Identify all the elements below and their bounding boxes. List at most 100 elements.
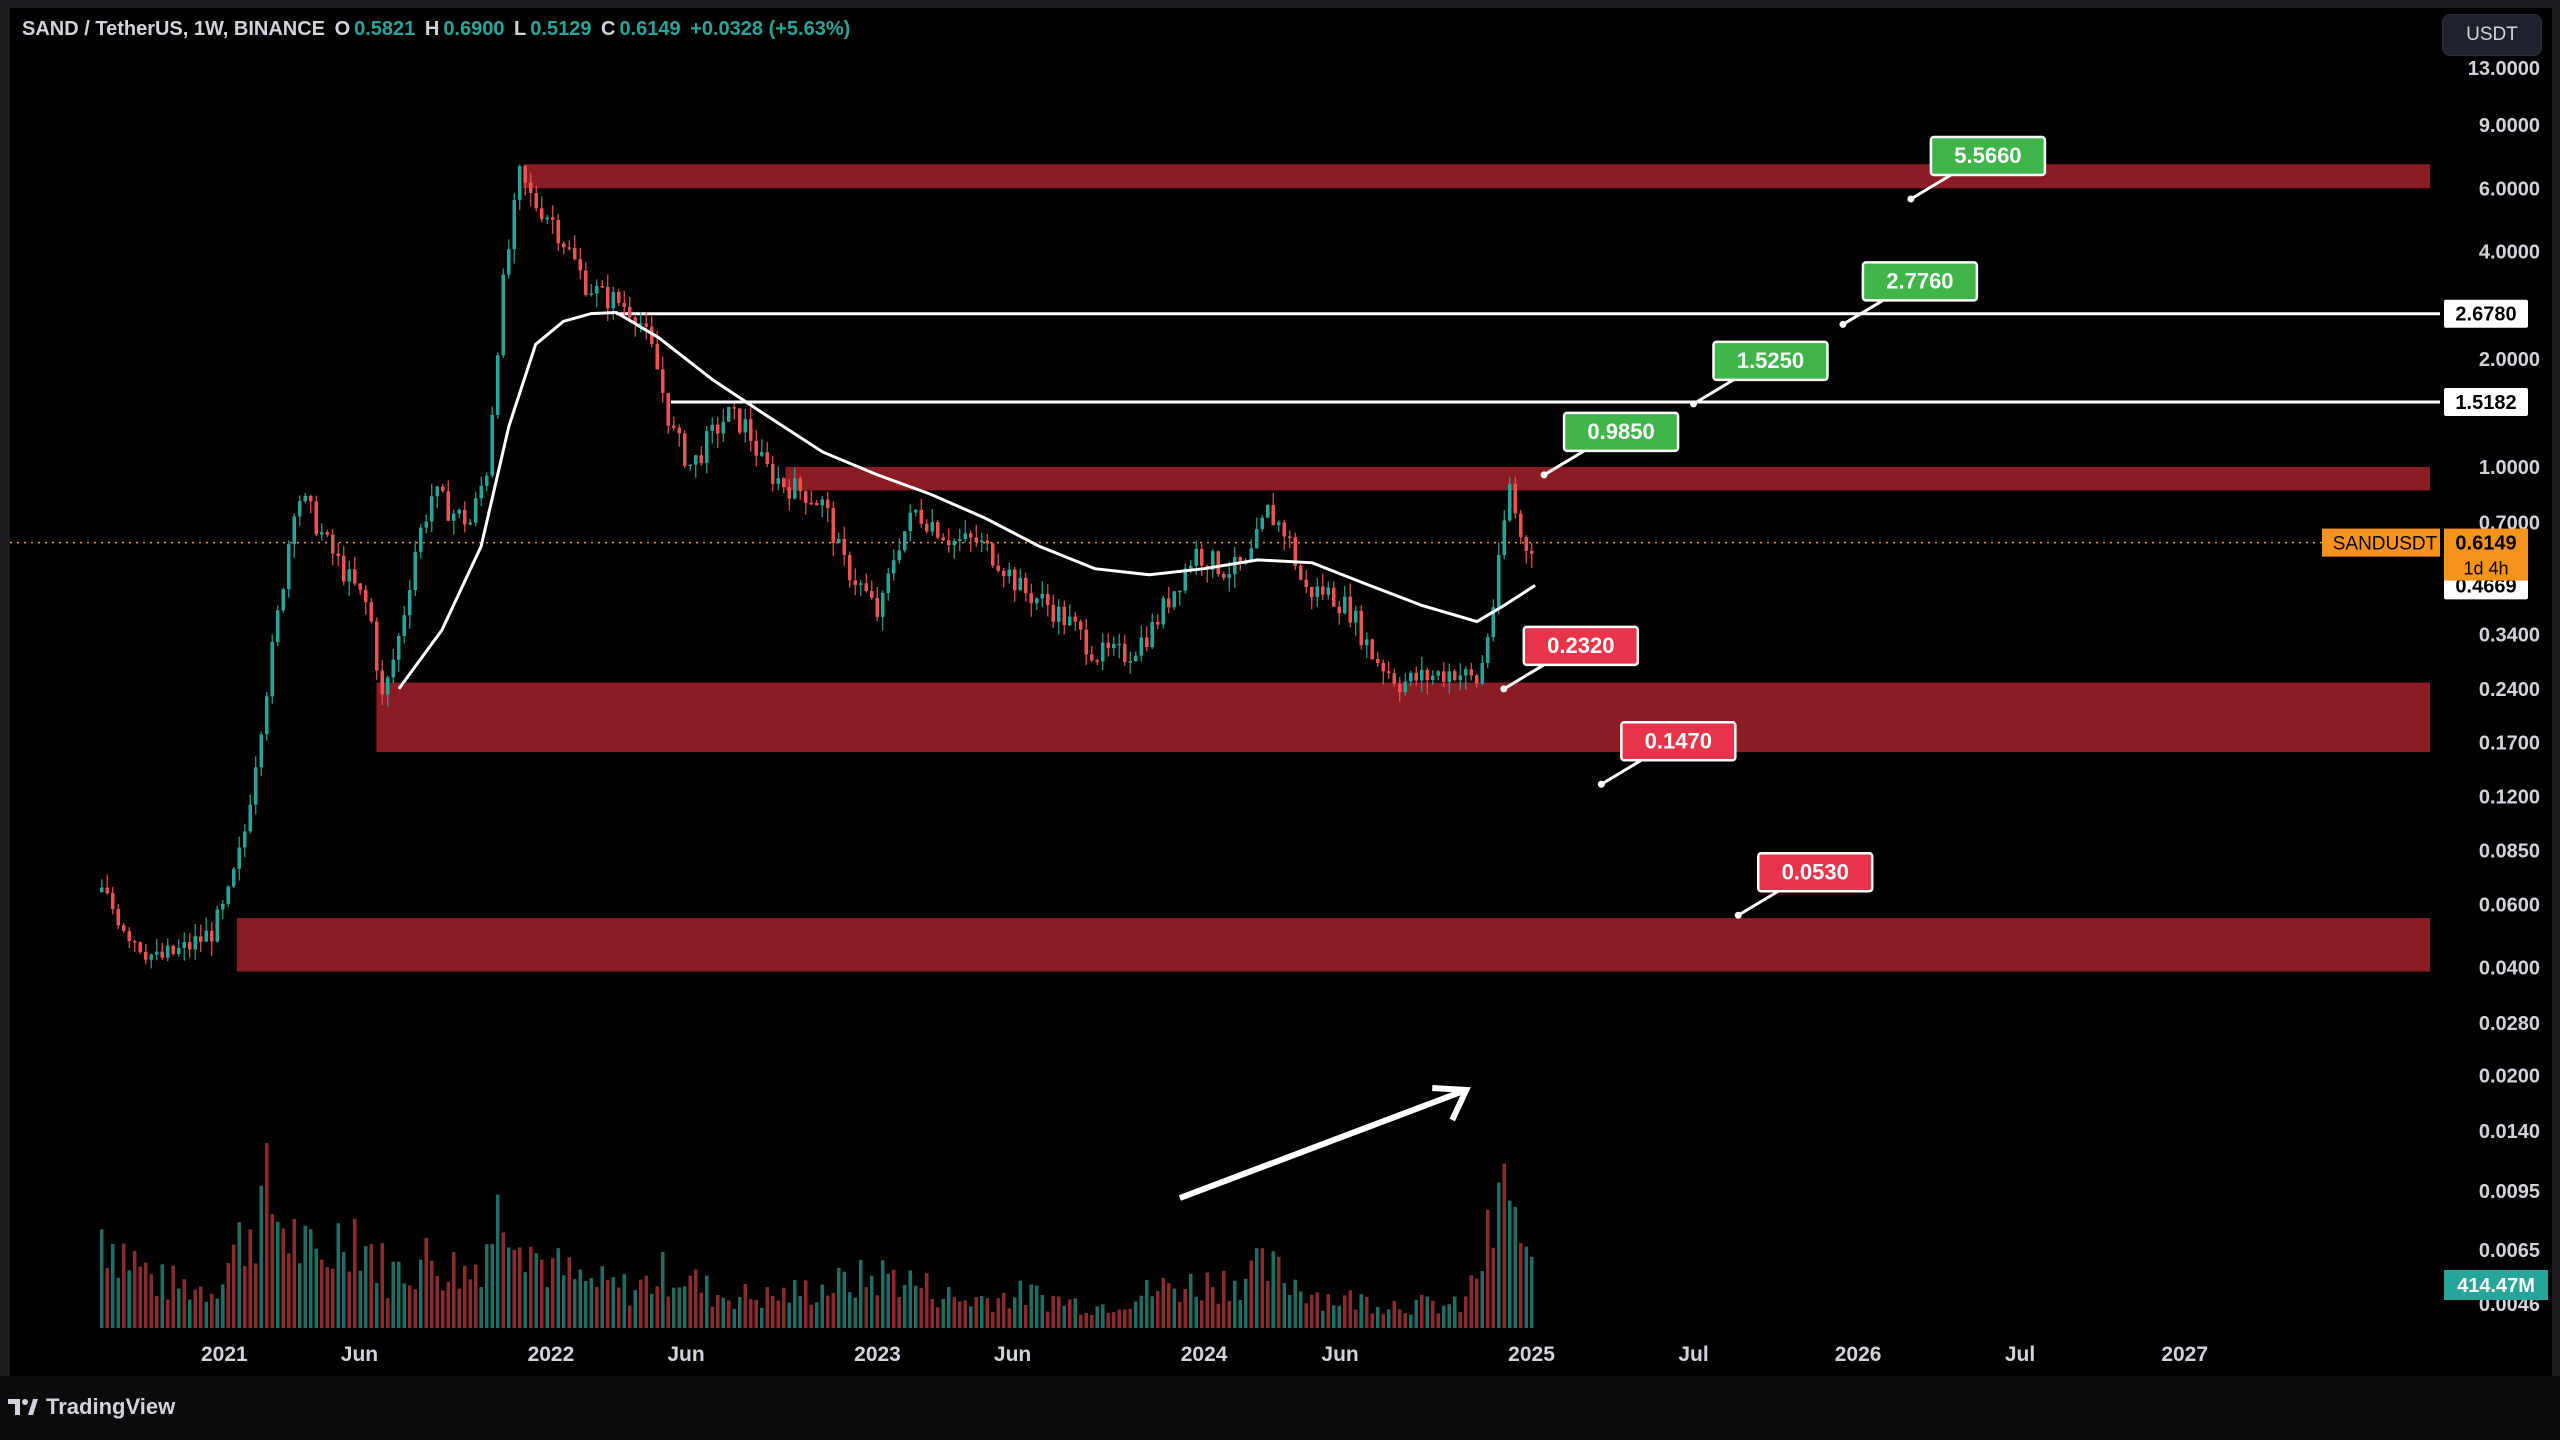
- volume-bar: [1112, 1312, 1116, 1328]
- candle-body: [1277, 522, 1281, 526]
- candle-body: [1194, 548, 1198, 566]
- volume-bar: [380, 1243, 384, 1328]
- candle-body: [655, 344, 659, 370]
- candle-body: [1079, 621, 1083, 630]
- volume-bar: [864, 1287, 868, 1328]
- candle-body: [864, 583, 868, 591]
- volume-bar: [776, 1300, 780, 1328]
- volume-bar: [1354, 1309, 1358, 1328]
- volume-bar: [1266, 1280, 1270, 1328]
- candle-body: [325, 532, 329, 535]
- candle-body: [1354, 610, 1358, 623]
- candle-body: [1365, 639, 1369, 646]
- candle-body: [1442, 671, 1446, 682]
- last-price-tag-bg: [2444, 528, 2528, 581]
- volume-bar: [622, 1274, 626, 1328]
- candle-body: [144, 952, 148, 960]
- volume-bar: [1403, 1313, 1407, 1328]
- y-tick-label: 1.0000: [2479, 457, 2540, 479]
- volume-bar: [358, 1270, 362, 1328]
- volume-bar: [1392, 1300, 1396, 1328]
- volume-bar: [809, 1304, 813, 1328]
- candle-body: [600, 286, 604, 288]
- volume-bar: [386, 1298, 390, 1328]
- up-target-anchor: [1689, 400, 1697, 408]
- volume-bar: [1321, 1310, 1325, 1328]
- candle-body: [1073, 616, 1077, 622]
- volume-bar: [985, 1298, 989, 1328]
- candle-body: [1172, 591, 1176, 608]
- volume-bar: [281, 1228, 285, 1328]
- candle-body: [166, 945, 170, 958]
- up-target-2: 1.5250: [1689, 340, 1829, 408]
- volume-tag: 414.47M: [2457, 1275, 2535, 1297]
- candle-body: [182, 942, 186, 948]
- volume-bar: [446, 1282, 450, 1328]
- down-target-box: [1756, 852, 1874, 893]
- currency-button[interactable]: USDT: [2442, 14, 2542, 56]
- down-target-box: [1620, 721, 1737, 762]
- price-scale[interactable]: 13.0000 9.0000 6.0000 4.0000 2.0000 1.0000 0.7…: [2440, 8, 2552, 1376]
- volume-bar: [1513, 1206, 1517, 1328]
- up-target-3: 0.9850: [1540, 411, 1680, 479]
- down-target-anchor: [1500, 685, 1508, 693]
- resistance-price-tag-0-bg: [2444, 299, 2528, 328]
- candle-body: [1266, 505, 1270, 518]
- candle-body: [1271, 505, 1275, 526]
- volume-bar: [144, 1262, 148, 1328]
- candle-body: [1425, 670, 1429, 680]
- volume-bar: [1425, 1296, 1429, 1328]
- candle-body: [375, 621, 379, 671]
- volume-bar: [1029, 1284, 1033, 1328]
- candle-body: [732, 407, 736, 409]
- chart-area[interactable]: 5.5660 2.7760 1.5250 0.9850 0.2320 0.1470 0.05…: [10, 8, 2450, 1376]
- high-label: H: [424, 18, 440, 40]
- volume-bar: [1062, 1306, 1066, 1328]
- y-tick-label: 0.0400: [2479, 958, 2540, 980]
- volume-bar: [1497, 1182, 1501, 1328]
- up-target-pointer: [1692, 378, 1735, 406]
- volume-bar: [276, 1221, 280, 1328]
- candle-body: [595, 286, 599, 294]
- candle-body: [837, 539, 841, 544]
- last-price-tag: 0.6149: [2455, 533, 2516, 555]
- candle-body: [243, 831, 247, 848]
- volume-bar: [941, 1299, 945, 1328]
- candle-body: [1431, 675, 1435, 680]
- candle-body: [171, 945, 175, 954]
- volume-bar: [1260, 1248, 1264, 1328]
- candle-body: [1112, 643, 1116, 649]
- candle-body: [727, 407, 731, 422]
- volume-bar: [122, 1243, 126, 1328]
- candle-body: [1216, 551, 1220, 574]
- volume-bar: [237, 1222, 241, 1328]
- volume-bar: [1128, 1308, 1132, 1328]
- tradingview-logo[interactable]: TradingView: [8, 1394, 175, 1420]
- candle-body: [446, 491, 450, 521]
- candle-body: [710, 424, 714, 432]
- volume-bar: [1123, 1309, 1127, 1328]
- up-target-pointer: [1543, 449, 1585, 477]
- volume-bar: [105, 1267, 109, 1328]
- down-target-box: [1522, 625, 1640, 667]
- volume-tag-bg: [2444, 1270, 2548, 1300]
- candle-body: [133, 941, 137, 943]
- down-target-0: 0.2320: [1500, 625, 1640, 693]
- volume-bar: [232, 1244, 236, 1328]
- candle-body: [358, 583, 362, 590]
- volume-bar: [116, 1277, 120, 1328]
- volume-bar: [694, 1269, 698, 1328]
- tradingview-icon: [8, 1399, 38, 1415]
- candle-body: [248, 804, 252, 832]
- volume-bar: [727, 1300, 731, 1328]
- candle-body: [512, 199, 516, 250]
- volume-bar: [248, 1229, 252, 1328]
- candle-body: [210, 930, 214, 942]
- volume-bar: [1233, 1280, 1237, 1328]
- candle-body: [331, 534, 335, 554]
- volume-bar: [320, 1259, 324, 1328]
- price-chart[interactable]: 5.5660 2.7760 1.5250 0.9850 0.2320 0.1470 0.05…: [10, 8, 2450, 1376]
- volume-bar: [793, 1280, 797, 1328]
- candle-body: [534, 193, 538, 209]
- volume-bar: [133, 1250, 137, 1328]
